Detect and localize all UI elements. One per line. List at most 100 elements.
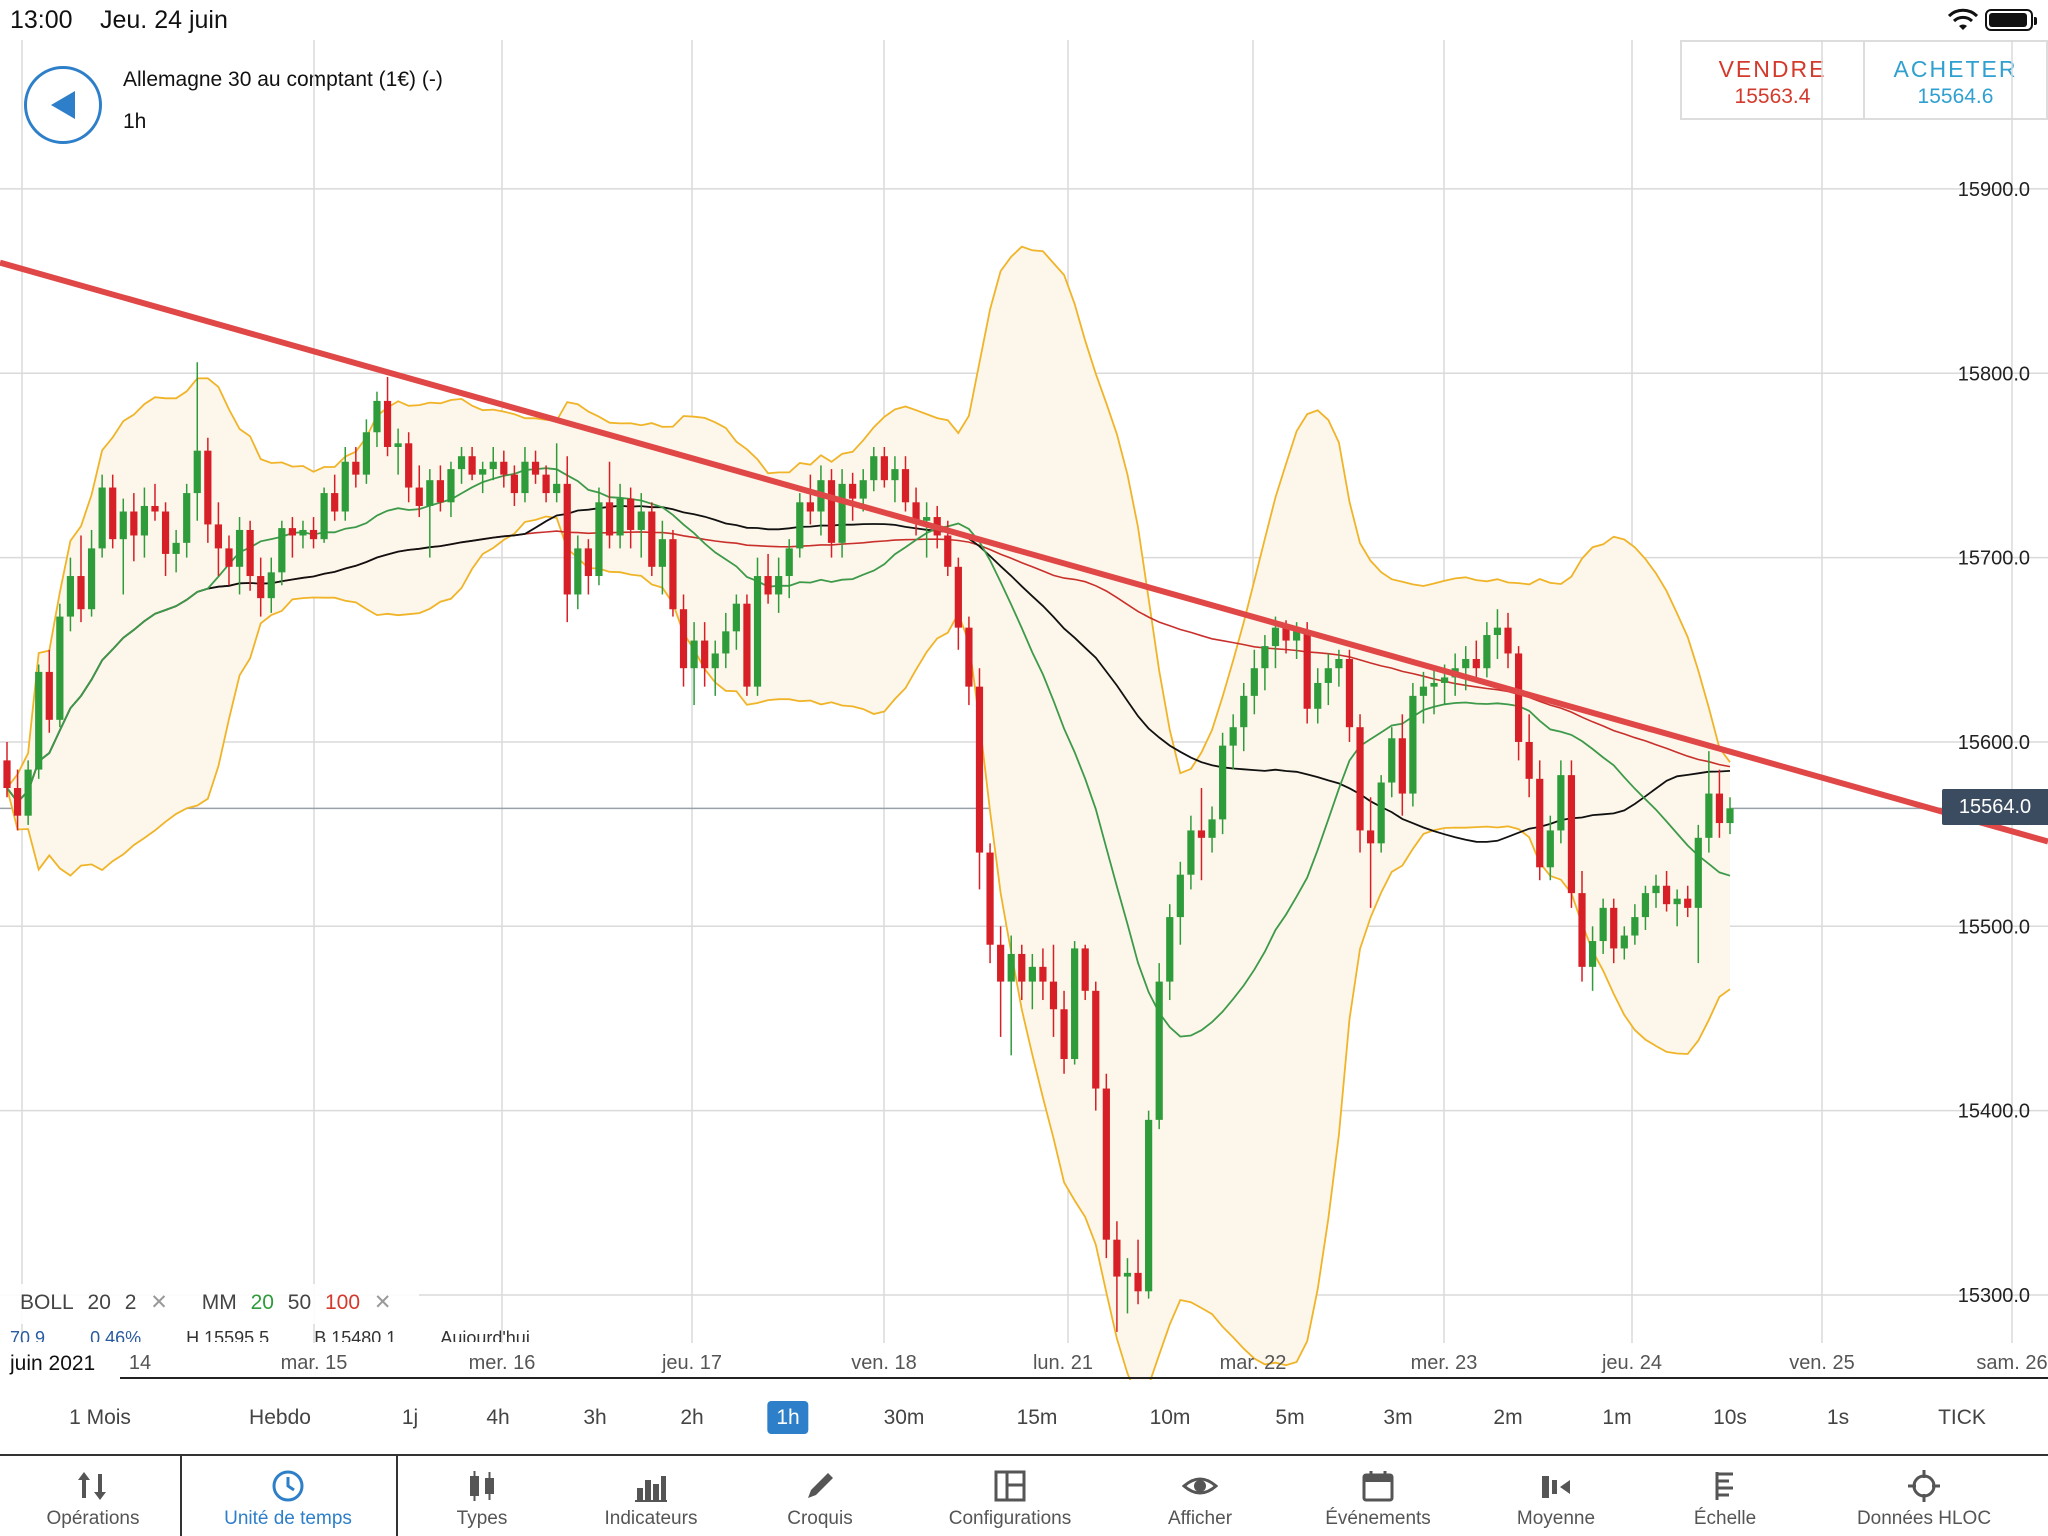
candle [1472, 640, 1480, 678]
candle [796, 493, 804, 558]
x-tick-label: mer. 23 [1411, 1352, 1478, 1374]
operations-icon [78, 1472, 106, 1500]
battery-icon [1985, 9, 2037, 31]
current-price-tag: 15564.0 [1942, 789, 2048, 825]
price-chart[interactable]: 15900.0 15800.0 15700.0 15600.0 15500.0 15400… [0, 40, 2048, 1380]
y-tick-label: 15900.0 [1958, 179, 2030, 201]
toolbar-label: Configurations [948, 1508, 1072, 1529]
bollinger-upper [6, 245, 1731, 789]
candle [701, 622, 709, 687]
toolbar-crosshair-button[interactable]: Données HLOC [1849, 1456, 1999, 1536]
back-arrow-icon [51, 91, 75, 119]
candle [405, 432, 413, 503]
candle [1705, 751, 1713, 853]
back-button[interactable] [24, 66, 102, 144]
timeframe-1j[interactable]: 1j [401, 1406, 419, 1429]
toolbar-candlestick-button[interactable]: Types [407, 1456, 557, 1536]
timeframe-15m[interactable]: 15m [1016, 1406, 1058, 1429]
eye-icon [1182, 1477, 1218, 1495]
trendline[interactable] [0, 259, 2048, 845]
timeframe-10m[interactable]: 10m [1149, 1406, 1191, 1429]
candle [553, 443, 561, 503]
candle [140, 487, 149, 558]
candle [468, 446, 476, 481]
candle [574, 535, 582, 610]
toolbar-layout-button[interactable]: Configurations [935, 1456, 1085, 1536]
bollinger-fill [7, 246, 1730, 1380]
candle [1694, 824, 1702, 964]
candle [1229, 714, 1237, 770]
candle [352, 446, 360, 488]
candle [109, 474, 117, 549]
y-tick-label: 15400.0 [1958, 1101, 2030, 1123]
remove-ma-icon[interactable]: ✕ [373, 1291, 392, 1314]
clock-icon [272, 1470, 304, 1502]
instrument-title: Allemagne 30 au comptant (1€) (-) [123, 68, 443, 91]
toolbar-calendar-button[interactable]: Événements [1303, 1456, 1453, 1536]
candle [1060, 990, 1068, 1074]
resistance-trendline[interactable] [0, 259, 2048, 845]
timeframe-3h[interactable]: 3h [583, 1406, 607, 1429]
timeframe-1-mois[interactable]: 1 Mois [69, 1406, 131, 1429]
candle [764, 553, 772, 604]
candle [1462, 646, 1470, 691]
candle [1081, 944, 1089, 1001]
candle [627, 487, 635, 549]
candle [278, 520, 286, 586]
toolbar-label: Croquis [787, 1508, 853, 1529]
candle [309, 517, 318, 549]
candle [1419, 671, 1428, 724]
toolbar-label: Événements [1325, 1508, 1431, 1529]
timeframe-1h[interactable]: 1h [767, 1396, 809, 1446]
toolbar-bar-chart-button[interactable]: Indicateurs [576, 1456, 726, 1536]
candle [257, 557, 265, 617]
timeframe-5m[interactable]: 5m [1275, 1406, 1305, 1429]
x-tick-label: ven. 25 [1789, 1352, 1855, 1374]
indicator-legend: BOLL 20 2 ✕ MM 20 50 100 ✕ [0, 1284, 420, 1324]
toolbar-label: Opérations [46, 1508, 140, 1529]
candle [595, 487, 603, 586]
timeframe-10s[interactable]: 10s [1713, 1406, 1747, 1429]
x-tick-label: ven. 18 [851, 1352, 917, 1374]
toolbar-eye-button[interactable]: Afficher [1125, 1456, 1275, 1536]
toolbar-pencil-button[interactable]: Croquis [745, 1456, 895, 1536]
pencil-icon [808, 1473, 833, 1498]
candle [394, 428, 402, 475]
timeframe-1s[interactable]: 1s [1826, 1406, 1850, 1429]
candle [870, 446, 878, 492]
toolbar-operations-button[interactable]: Opérations [18, 1456, 168, 1536]
remove-boll-icon[interactable]: ✕ [150, 1291, 168, 1314]
timeframe-3m[interactable]: 3m [1383, 1406, 1413, 1429]
month-label: juin 2021 [0, 1346, 120, 1380]
candle [457, 446, 466, 484]
candle [923, 502, 931, 558]
timeframe-4h[interactable]: 4h [486, 1406, 510, 1429]
status-time: 13:00 [10, 6, 73, 34]
candle [563, 456, 571, 623]
ma-label[interactable]: MM [201, 1291, 237, 1314]
candle [1514, 646, 1523, 761]
candles [3, 362, 1734, 1332]
toolbar-scale-button[interactable]: Échelle [1650, 1456, 1800, 1536]
sell-button[interactable]: VENDRE 15563.4 [1682, 42, 1863, 118]
toolbar-label: Moyenne [1516, 1508, 1596, 1529]
toolbar-label: Indicateurs [604, 1508, 698, 1529]
axes: 15900.0 15800.0 15700.0 15600.0 15500.0 15400… [0, 179, 2048, 1379]
toolbar-clock-button[interactable]: Unité de temps [213, 1456, 363, 1536]
toolbar-label: Données HLOC [1856, 1508, 1992, 1529]
timeframe-tick[interactable]: TICK [1938, 1406, 1986, 1429]
timeframe-hebdo[interactable]: Hebdo [249, 1406, 311, 1429]
boll-label[interactable]: BOLL [20, 1291, 74, 1314]
candle [447, 461, 455, 518]
timeframe-2h[interactable]: 2h [680, 1406, 704, 1429]
candle [246, 520, 254, 591]
buy-button[interactable]: ACHETER 15564.6 [1863, 42, 2046, 118]
timeframe-30m[interactable]: 30m [883, 1406, 925, 1429]
calendar-icon [1362, 1471, 1394, 1502]
candle [383, 376, 392, 457]
timeframe-2m[interactable]: 2m [1493, 1406, 1523, 1429]
candle [743, 594, 751, 696]
timeframe-1m[interactable]: 1m [1602, 1406, 1632, 1429]
candle [1599, 898, 1607, 954]
toolbar-average-button[interactable]: Moyenne [1481, 1456, 1631, 1536]
